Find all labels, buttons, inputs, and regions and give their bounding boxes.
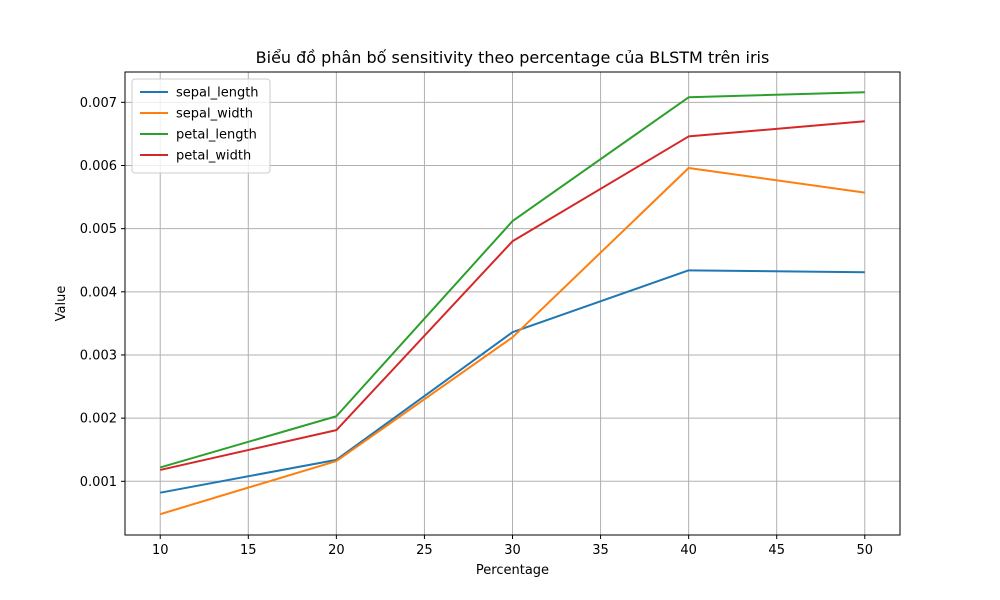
x-tick-label: 10 <box>152 543 169 558</box>
x-tick-label: 15 <box>240 543 257 558</box>
x-axis-label: Percentage <box>476 563 549 578</box>
x-tick-label: 20 <box>328 543 345 558</box>
legend-label: sepal_width <box>176 107 253 122</box>
x-tick-label: 40 <box>680 543 697 558</box>
legend-label: petal_length <box>176 128 257 143</box>
x-tick-label: 45 <box>768 543 785 558</box>
y-axis-label: Value <box>54 286 69 322</box>
series-line-sepal_width <box>159 167 865 516</box>
series-line-sepal_length <box>160 269 865 494</box>
series-line-petal_length <box>159 91 865 469</box>
series-lines <box>159 91 865 516</box>
x-tick-label: 50 <box>856 543 873 558</box>
legend-label: petal_width <box>176 149 251 164</box>
y-tick-label: 0.004 <box>80 285 117 300</box>
x-tick-label: 25 <box>416 543 433 558</box>
chart-title: Biểu đồ phân bố sensitivity theo percent… <box>256 48 770 67</box>
y-tick-label: 0.001 <box>80 475 117 490</box>
x-tick-label: 30 <box>504 543 521 558</box>
x-tick-label: 35 <box>592 543 609 558</box>
legend: sepal_length sepal_width petal_lengthpetal… <box>131 78 271 174</box>
y-tick-label: 0.007 <box>80 96 117 111</box>
y-tick-label: 0.003 <box>80 348 117 363</box>
legend-label: sepal_length <box>176 86 259 101</box>
y-tick-label: 0.005 <box>80 222 117 237</box>
y-tick-label: 0.006 <box>80 159 117 174</box>
axis-ticks: 10 15 20 25 30 35 40 45 50 0.001 0.002 0.003 0.004 0.… <box>80 96 873 558</box>
grid <box>125 72 900 535</box>
series-line-petal_width <box>160 120 865 471</box>
legend-box <box>131 78 271 174</box>
y-tick-label: 0.002 <box>80 412 117 427</box>
